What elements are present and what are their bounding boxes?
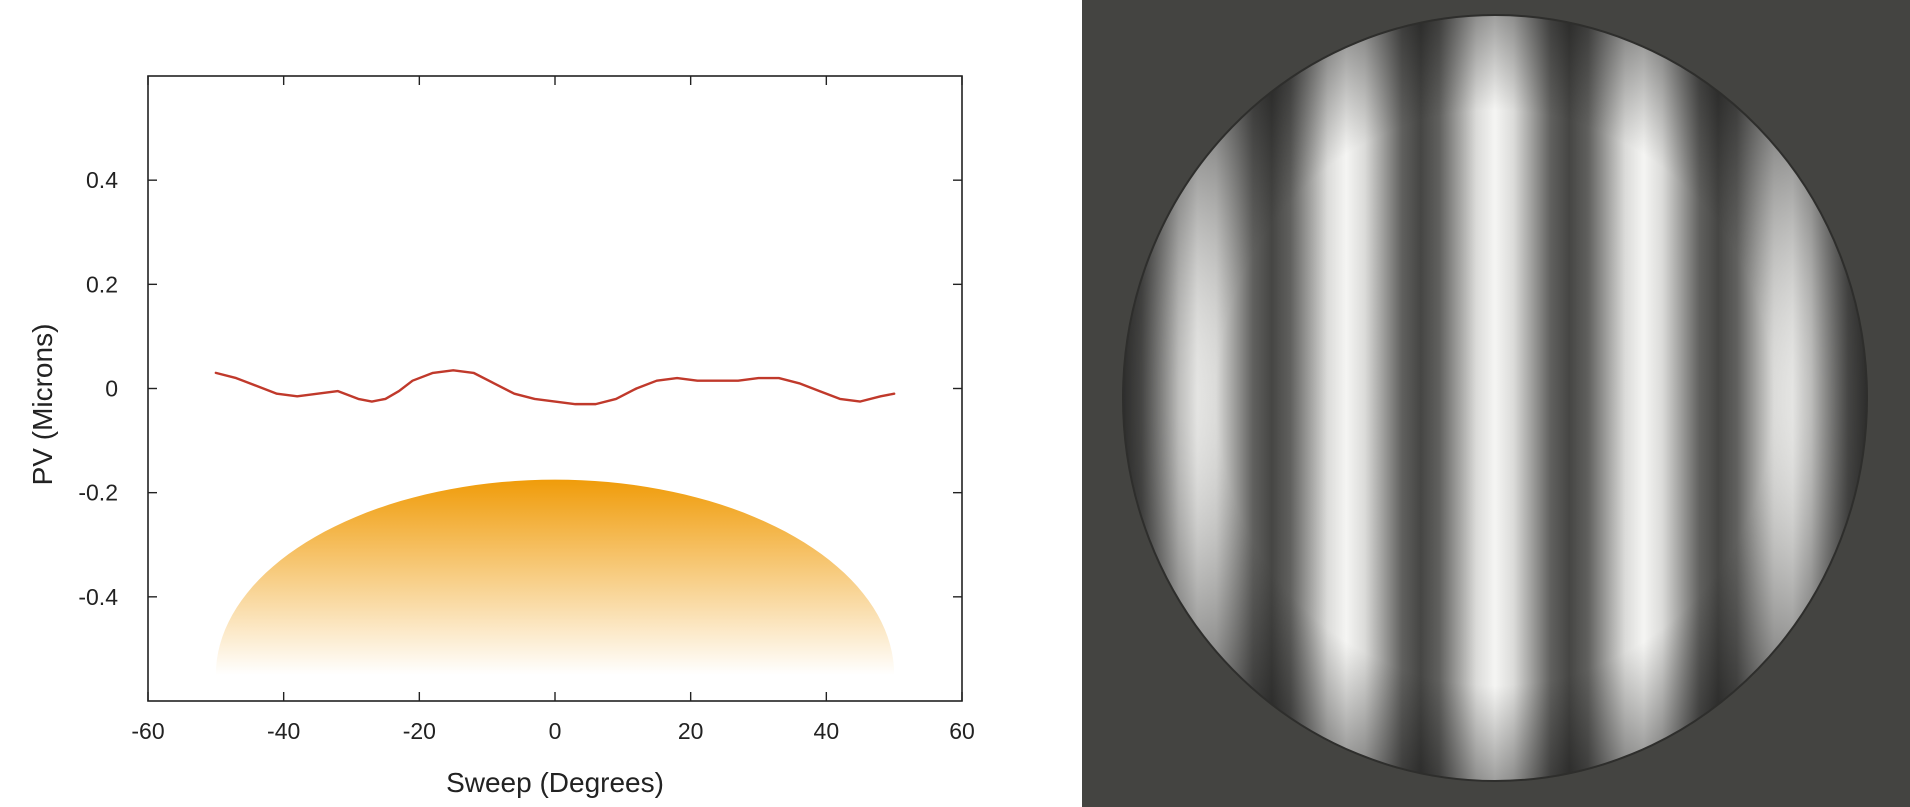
y-tick-label: 0.4 <box>86 167 118 193</box>
y-tick-label: 0 <box>105 376 118 402</box>
y-tick-label: 0.2 <box>86 271 118 297</box>
pv-sweep-chart: -60 -40 -20 0 20 40 60 -0.4 -0.2 0 0.2 0.4 Sweep (De… <box>27 75 975 798</box>
x-tick-label: 0 <box>549 718 562 744</box>
y-tick-label: -0.4 <box>78 584 118 610</box>
mirror-disc <box>1123 15 1867 781</box>
x-tick-label: -60 <box>131 718 164 744</box>
interferogram-svg <box>1082 0 1910 807</box>
disc-edge <box>1122 14 1868 782</box>
x-tick-label: 40 <box>814 718 840 744</box>
x-axis-label: Sweep (Degrees) <box>446 767 664 798</box>
chart-svg: -60 -40 -20 0 20 40 60 -0.4 -0.2 0 0.2 0.4 Sweep (De… <box>27 75 975 798</box>
x-tick-label: 20 <box>678 718 704 744</box>
x-tick-label: 60 <box>949 718 975 744</box>
mirror-profile-dome <box>215 479 895 675</box>
x-tick-label: -40 <box>267 718 300 744</box>
interferogram-image <box>1082 0 1910 807</box>
disc-vignette <box>1123 15 1867 781</box>
y-axis-label: PV (Microns) <box>27 324 58 486</box>
pv-series-line <box>214 369 896 406</box>
x-tick-label: -20 <box>403 718 436 744</box>
y-tick-label: -0.2 <box>78 480 118 506</box>
